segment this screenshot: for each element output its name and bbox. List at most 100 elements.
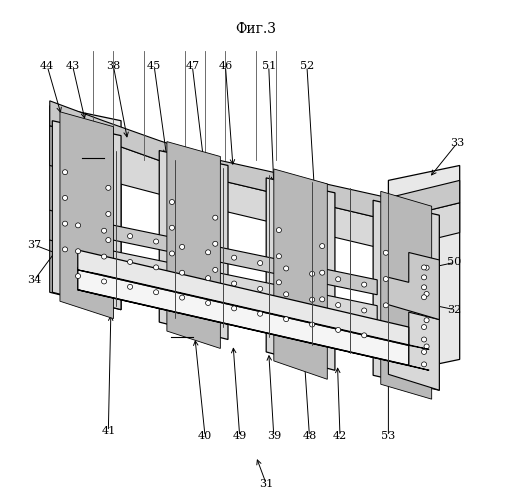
Circle shape [424,344,429,349]
Polygon shape [50,106,121,310]
Circle shape [383,329,389,334]
Polygon shape [373,200,439,390]
Text: 34: 34 [27,275,41,285]
Polygon shape [78,270,429,349]
Circle shape [276,254,282,258]
Circle shape [424,265,429,270]
Polygon shape [78,268,409,366]
Text: 38: 38 [106,61,120,71]
Text: 48: 48 [303,432,316,442]
Circle shape [212,294,218,298]
Circle shape [106,186,111,190]
Circle shape [180,295,185,300]
Circle shape [276,280,282,285]
Circle shape [383,276,389,281]
Polygon shape [167,142,220,348]
Text: 40: 40 [198,432,212,442]
Circle shape [169,276,175,281]
Circle shape [154,239,159,244]
Circle shape [284,292,289,297]
Circle shape [336,328,340,332]
Text: 35: 35 [86,146,100,156]
Circle shape [205,276,210,280]
Polygon shape [50,101,220,180]
Text: 31: 31 [259,478,273,488]
Circle shape [127,284,133,290]
Circle shape [421,324,426,330]
Circle shape [421,362,426,367]
Circle shape [231,255,237,260]
Circle shape [101,254,106,259]
Polygon shape [50,126,220,210]
Polygon shape [60,112,114,318]
Circle shape [62,221,68,226]
Circle shape [212,215,218,220]
Circle shape [75,248,80,254]
Circle shape [231,306,237,311]
Circle shape [62,247,68,252]
Circle shape [310,297,315,302]
Text: 43: 43 [66,61,80,71]
Circle shape [75,274,80,278]
Circle shape [180,270,185,275]
Circle shape [127,260,133,264]
Circle shape [127,234,133,238]
Text: 52: 52 [300,61,314,71]
Polygon shape [220,180,460,250]
Circle shape [106,264,111,268]
Circle shape [258,260,263,266]
Circle shape [205,300,210,306]
Text: Фиг.3: Фиг.3 [236,22,276,36]
Circle shape [205,250,210,255]
Circle shape [383,250,389,256]
Polygon shape [78,250,409,346]
Polygon shape [389,166,460,374]
Circle shape [154,290,159,294]
Circle shape [310,322,315,327]
Circle shape [180,244,185,250]
Circle shape [383,303,389,308]
Circle shape [421,265,426,270]
Polygon shape [220,160,460,220]
Polygon shape [65,266,377,345]
Circle shape [101,228,106,233]
Circle shape [106,238,111,242]
Text: 32: 32 [447,304,462,314]
Polygon shape [65,241,377,320]
Text: 33: 33 [450,138,464,148]
Circle shape [336,276,340,281]
Circle shape [106,212,111,216]
Circle shape [336,302,340,308]
Circle shape [319,324,325,328]
Circle shape [169,200,175,204]
Text: 49: 49 [232,432,247,442]
Polygon shape [65,215,377,294]
Circle shape [319,270,325,275]
Circle shape [361,308,367,313]
Text: 37: 37 [28,240,41,250]
Circle shape [361,282,367,287]
Circle shape [75,223,80,228]
Circle shape [421,337,426,342]
Text: 45: 45 [147,61,161,71]
Text: 39: 39 [267,432,281,442]
Text: 36: 36 [175,324,189,334]
Text: 51: 51 [262,61,276,71]
Circle shape [421,294,426,300]
Text: 46: 46 [218,61,232,71]
Polygon shape [381,192,432,399]
Text: 41: 41 [101,426,115,436]
Circle shape [212,268,218,272]
Circle shape [421,350,426,354]
Circle shape [284,266,289,271]
Circle shape [421,275,426,280]
Circle shape [310,272,315,276]
Circle shape [284,316,289,322]
Polygon shape [52,120,121,310]
Text: 42: 42 [333,432,347,442]
Circle shape [258,312,263,316]
Circle shape [154,265,159,270]
Text: 47: 47 [185,61,199,71]
Circle shape [276,306,282,311]
Polygon shape [389,312,439,390]
